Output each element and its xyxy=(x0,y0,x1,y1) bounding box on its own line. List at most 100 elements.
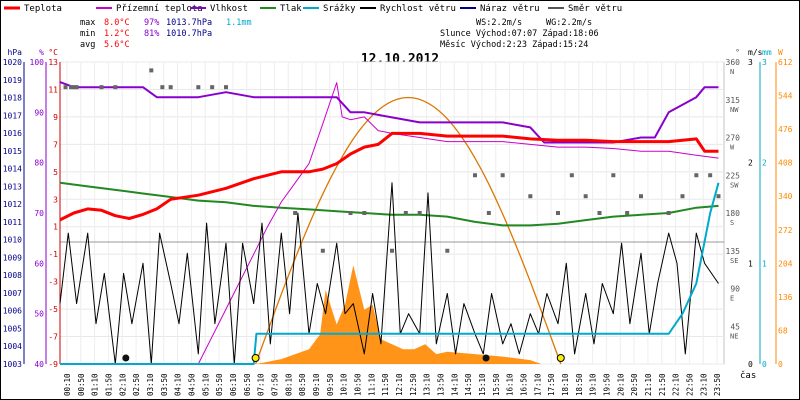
hpa-tick-label: 1018 xyxy=(3,94,22,103)
ms-tick-label: 3 xyxy=(748,58,753,67)
hpa-tick-label: 1012 xyxy=(3,200,22,209)
dir-tick-label: 315 xyxy=(726,96,741,105)
time-tick-label: 10:50 xyxy=(353,373,362,396)
stats-max-humidity: 97% xyxy=(144,18,159,28)
w-axis-label: W xyxy=(778,48,783,57)
stats-min-label: min xyxy=(80,29,95,39)
wind-direction-point xyxy=(500,173,505,178)
stats-wg: WG:2.2m/s xyxy=(546,18,592,28)
humidity-line xyxy=(59,81,719,144)
hpa-tick-label: 1009 xyxy=(3,253,22,262)
dir-sub-label: S xyxy=(730,219,734,227)
time-tick-label: 11:10 xyxy=(367,373,376,396)
pct-axis-label: % xyxy=(39,48,44,57)
time-tick-label: 12:50 xyxy=(409,373,418,396)
time-tick-label: 01:50 xyxy=(104,373,113,396)
sun-curve xyxy=(254,96,562,365)
dir-sub-label: E xyxy=(730,295,734,303)
time-tick-label: 08:10 xyxy=(284,373,293,396)
pressure-line xyxy=(59,181,719,227)
dir-sub-label: SE xyxy=(730,257,738,265)
wind-direction-point xyxy=(569,173,574,178)
dir-tick-label: 270 xyxy=(726,134,741,143)
wind-direction-point xyxy=(583,194,588,199)
time-tick-label: 08:50 xyxy=(298,373,307,396)
legend-label-wind-gust: Náraz větru xyxy=(480,4,540,14)
time-tick-label: 03:10 xyxy=(146,373,155,396)
stats-min-pressure: 1010.7hPa xyxy=(166,29,212,39)
wind-direction-point xyxy=(625,211,630,215)
deg-tick-label: -7 xyxy=(48,333,58,342)
time-tick-label: 17:50 xyxy=(547,373,556,396)
wind-direction-point xyxy=(417,211,422,215)
dir-tick-label: 90 xyxy=(730,285,740,294)
deg-tick-label: 7 xyxy=(53,140,58,149)
time-tick-label: 15:10 xyxy=(478,373,487,396)
time-tick-label: 05:50 xyxy=(215,373,224,396)
time-tick-label: 02:50 xyxy=(132,373,141,396)
stats-max-rain: 1.1mm xyxy=(226,18,252,28)
time-tick-label: 13:50 xyxy=(436,373,445,396)
deg-tick-label: 3 xyxy=(53,195,58,204)
sunrise-marker xyxy=(251,354,260,362)
mm-axis-label: mm xyxy=(762,48,772,57)
time-tick-label: 15:50 xyxy=(492,373,501,396)
time-tick-label: 18:50 xyxy=(575,373,584,396)
dir-axis-label: ° xyxy=(735,48,740,57)
time-tick-label: 17:10 xyxy=(533,373,542,396)
wind-direction-point xyxy=(708,173,713,178)
time-tick-label: 16:10 xyxy=(506,373,515,396)
data-marks xyxy=(59,68,721,365)
dir-tick-label: 135 xyxy=(726,247,741,256)
deg-tick-label: 11 xyxy=(48,85,58,94)
w-tick-label: 408 xyxy=(778,159,793,168)
time-tick-label: 04:50 xyxy=(187,373,196,396)
stats-sun: Slunce Východ:07:07 Západ:18:06 xyxy=(440,29,599,39)
w-tick-label: 544 xyxy=(778,92,793,101)
mm-tick-label: 2 xyxy=(762,159,767,168)
pct-tick-label: 100 xyxy=(30,58,45,67)
deg-tick-label: -5 xyxy=(48,305,58,314)
pct-tick-label: 40 xyxy=(34,360,44,369)
hpa-tick-label: 1005 xyxy=(3,324,22,333)
deg-tick-label: 9 xyxy=(53,113,58,122)
deg-tick-label: 13 xyxy=(48,58,58,67)
time-tick-label: 13:10 xyxy=(423,373,432,396)
wind-direction-point xyxy=(210,85,215,90)
time-tick-label: 00:50 xyxy=(77,373,86,396)
legend-label-humidity: Vlhkost xyxy=(210,4,248,14)
solar-area xyxy=(256,265,542,364)
wind-direction-point xyxy=(63,85,68,90)
wind-direction-point xyxy=(149,68,154,73)
hpa-tick-label: 1004 xyxy=(3,342,22,351)
legend-label-ground-temperature: Přízemní teplota xyxy=(116,4,203,14)
dir-tick-label: 180 xyxy=(726,209,741,218)
w-tick-label: 340 xyxy=(778,192,793,201)
dir-sub-label: NW xyxy=(730,106,739,114)
time-tick-label: 20:50 xyxy=(630,373,639,396)
wind-direction-point xyxy=(486,211,491,215)
wind-direction-point xyxy=(320,248,325,253)
time-tick-label: 01:10 xyxy=(91,373,100,396)
wind-direction-point xyxy=(611,173,616,178)
time-tick-label: 14:10 xyxy=(450,373,459,396)
legend-label-rain: Srážky xyxy=(323,4,356,14)
ground-temperature-line xyxy=(60,82,719,365)
stats-min-temp: 1.2°C xyxy=(104,29,130,39)
deg-axis-label: °C xyxy=(48,48,58,57)
hpa-tick-label: 1011 xyxy=(3,218,22,227)
mm-tick-label: 1 xyxy=(762,259,767,268)
w-tick-label: 612 xyxy=(778,58,793,67)
hpa-tick-label: 1008 xyxy=(3,271,22,280)
sunset-marker xyxy=(556,354,565,362)
w-tick-label: 0 xyxy=(778,360,783,369)
time-tick-label: 00:10 xyxy=(63,373,72,396)
stats-avg-temp: 5.6°C xyxy=(104,40,130,50)
time-tick-label: 09:10 xyxy=(312,373,321,396)
hpa-tick-label: 1014 xyxy=(3,165,22,174)
wind-direction-point xyxy=(74,85,79,90)
ms-tick-label: 1 xyxy=(748,259,753,268)
wind-direction-point xyxy=(348,211,353,215)
hpa-tick-label: 1016 xyxy=(3,129,22,138)
hpa-axis-label: hPa xyxy=(8,48,23,57)
